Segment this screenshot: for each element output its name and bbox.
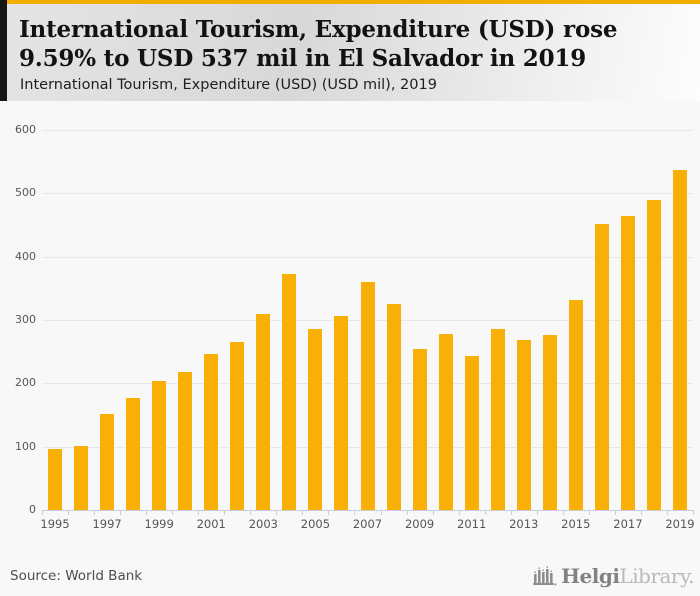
x-axis-tick: [640, 510, 642, 515]
helgi-library-logo: Helgi Library.: [533, 565, 694, 586]
source-label: Source: World Bank: [10, 568, 143, 584]
bar-2014: [542, 335, 557, 510]
corner-ribbon: [0, 0, 7, 101]
logo-text-helgi: Helgi: [561, 564, 620, 588]
bar-1997: [100, 413, 115, 510]
x-axis-tick: [328, 510, 330, 515]
x-axis-tick: [302, 510, 304, 515]
bar-2000: [178, 371, 193, 510]
y-tick-label: 200: [15, 376, 36, 390]
x-axis-tick: [693, 510, 694, 515]
y-tick-label: 0: [29, 503, 36, 516]
logo-text-library: Library.: [619, 564, 694, 588]
x-axis-tick: [120, 510, 122, 515]
x-tick-label: 2019: [665, 517, 695, 531]
x-tick-label: 2009: [404, 517, 435, 531]
x-axis-tick: [224, 510, 226, 515]
x-axis-tick: [458, 510, 460, 515]
x-axis-tick: [588, 510, 590, 515]
bar-2003: [256, 313, 271, 510]
x-tick-label: 2003: [248, 517, 278, 531]
bar-1995: [48, 448, 63, 510]
x-tick-label: 2011: [457, 517, 487, 531]
bar-2013: [516, 340, 531, 510]
gridline-400: [42, 256, 693, 258]
y-tick-label: 300: [15, 313, 36, 326]
x-axis-tick: [562, 510, 564, 515]
x-axis-tick: [666, 510, 668, 515]
bar-2010: [438, 333, 453, 510]
x-axis-tick: [354, 510, 356, 515]
y-tick-label: 500: [15, 186, 36, 200]
x-tick-label: 1997: [92, 517, 122, 531]
bar-2002: [230, 342, 245, 510]
x-axis-tick: [406, 510, 408, 515]
x-axis-tick: [484, 510, 486, 515]
bar-2011: [464, 356, 479, 510]
x-tick-label: 2005: [300, 517, 331, 531]
bar-2009: [412, 349, 427, 510]
chart-subtitle: International Tourism, Expenditure (USD)…: [20, 76, 437, 93]
x-axis-tick: [510, 510, 512, 515]
bar-2019: [672, 169, 687, 510]
y-tick-label: 600: [15, 123, 36, 136]
bar-2012: [490, 328, 505, 510]
bar-2006: [334, 316, 349, 510]
x-axis-tick: [536, 510, 538, 515]
y-tick-label: 400: [15, 249, 36, 263]
chart-header: International Tourism, Expenditure (USD)…: [7, 4, 700, 101]
x-axis-tick: [614, 510, 616, 515]
bar-1998: [126, 397, 141, 510]
x-tick-label: 2013: [509, 517, 539, 531]
bar-2017: [620, 215, 635, 510]
x-axis-tick: [172, 510, 174, 515]
x-axis-tick: [42, 510, 43, 515]
chart-title: International Tourism, Expenditure (USD)…: [19, 16, 618, 72]
x-tick-label: 2001: [196, 517, 226, 531]
helgi-logo-icon: [533, 566, 557, 586]
gridline-500: [42, 193, 693, 195]
y-tick-label: 100: [15, 439, 36, 453]
bar-chart: 0 100 200 300 400 500 600 1995 1997 1999 2001 2003…: [0, 120, 700, 532]
bar-2018: [646, 199, 661, 510]
x-tick-label: 2007: [352, 517, 383, 531]
bar-1999: [152, 380, 167, 510]
bar-2001: [204, 354, 219, 510]
x-axis-tick: [146, 510, 148, 515]
x-axis-tick: [250, 510, 252, 515]
bar-2008: [386, 304, 401, 510]
bar-2015: [568, 300, 583, 510]
x-axis-tick: [276, 510, 278, 515]
plot-area: [42, 130, 694, 515]
x-axis-tick: [94, 510, 96, 515]
x-tick-label: 1999: [144, 517, 174, 531]
bar-2016: [594, 224, 609, 510]
x-axis-tick: [68, 510, 70, 515]
bar-2007: [360, 282, 375, 510]
x-tick-label: 2017: [613, 517, 643, 531]
gridline-600: [42, 130, 693, 131]
bar-2005: [308, 328, 323, 510]
accent-top-bar: [7, 0, 700, 4]
x-tick-label: 2015: [561, 517, 591, 531]
bar-1996: [74, 446, 89, 510]
x-axis-tick: [432, 510, 434, 515]
x-axis-tick: [380, 510, 382, 515]
x-axis-tick: [198, 510, 200, 515]
bar-2004: [282, 273, 297, 510]
x-tick-label: 1995: [40, 517, 70, 531]
x-axis-line: [42, 510, 693, 511]
